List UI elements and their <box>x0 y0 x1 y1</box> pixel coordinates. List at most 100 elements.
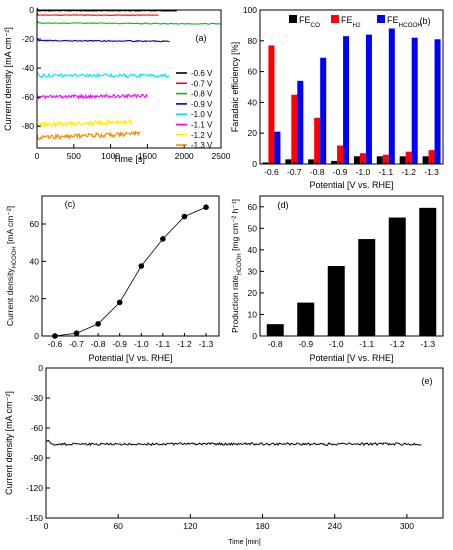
y-tick-label: -120 <box>26 483 43 493</box>
data-point <box>138 263 145 269</box>
bar <box>308 159 315 164</box>
legend-label: -0.6 V <box>191 69 213 78</box>
legend-label: -1.1 V <box>191 121 213 130</box>
legend-label: FEH2 <box>341 15 361 29</box>
legend-label: FECO <box>299 15 320 29</box>
y-tick-label: 80 <box>248 36 258 46</box>
bar <box>419 207 437 336</box>
bar <box>388 28 395 165</box>
x-tick-label: 500 <box>67 151 81 161</box>
x-axis-label: Potential [V vs. RHE] <box>309 353 393 363</box>
plot-frame <box>259 9 444 165</box>
x-tick-label: -1.0 <box>134 339 149 349</box>
x-tick-label: -1.2 <box>390 339 405 349</box>
panel-d: 0 10 20 30 40 50 60 -0.8 -0.9 -1.0 -1.1 -1.2 -1.3 Pot… <box>230 195 444 363</box>
bar <box>327 266 345 336</box>
panel-c: 0 20 40 60 -0.6 -0.7 -0.8 -0.9 -1.0 -1.1 -1.2 -1.3 P… <box>5 195 220 363</box>
x-tick-label: -1.1 <box>378 167 393 177</box>
bar <box>411 37 418 164</box>
x-tick-label: -0.9 <box>298 339 313 349</box>
y-tick-label: 40 <box>30 256 40 266</box>
bar <box>274 131 281 164</box>
x-tick-label: -1.0 <box>329 339 344 349</box>
y-tick-label: 0 <box>252 331 257 341</box>
bar <box>285 159 292 164</box>
x-tick-label: -0.7 <box>287 167 302 177</box>
y-axis-label: Production rateHCOOH [mg cm⁻² h⁻¹] <box>230 199 243 333</box>
legend-label: -1.2 V <box>191 131 213 140</box>
y-tick-label: -90 <box>31 453 44 463</box>
y-tick-label: 60 <box>248 67 258 77</box>
x-tick-label: -0.8 <box>310 167 325 177</box>
legend-label: -0.8 V <box>191 90 213 99</box>
x-tick-label: 2500 <box>212 151 231 161</box>
bar <box>331 160 338 164</box>
y-tick-label: 60 <box>30 219 40 229</box>
x-tick-label: -1.2 <box>177 339 192 349</box>
plot-frame <box>41 195 220 337</box>
x-tick-label: 0 <box>44 521 49 531</box>
bar <box>268 45 275 164</box>
x-axis-label: Potential [V vs. RHE] <box>309 180 393 190</box>
y-tick-label: 20 <box>30 294 40 304</box>
x-tick-label: -0.9 <box>333 167 348 177</box>
bar <box>405 151 412 164</box>
bar <box>266 324 284 336</box>
data-point <box>73 330 80 337</box>
x-tick-label: -1.1 <box>156 339 171 349</box>
series-line <box>36 118 134 129</box>
series-line <box>36 12 159 16</box>
x-tick-label: -1.2 <box>401 167 416 177</box>
y-tick-label: 40 <box>248 97 258 107</box>
y-tick-label: 30 <box>248 266 258 276</box>
x-tick-label: -0.9 <box>112 339 127 349</box>
plot-frame <box>259 195 444 337</box>
bar <box>353 156 360 164</box>
y-tick-label: 20 <box>248 128 258 138</box>
y-tick-label: -80 <box>22 121 35 131</box>
x-tick-label: 60 <box>113 521 123 531</box>
bar <box>388 217 406 336</box>
bar <box>343 36 350 164</box>
legend-swatch <box>331 15 339 23</box>
panel-label: (e) <box>422 376 433 386</box>
legend-label: -1.3 V <box>191 141 213 150</box>
data-point <box>160 236 166 242</box>
x-tick-label: -1.3 <box>420 339 435 349</box>
panel-a: 0 500 1000 1500 2000 2500 0 -20 -40 -60 -80 Time [s… <box>3 5 231 164</box>
bar <box>297 302 315 336</box>
panel-b: 0 20 40 60 80 100 -0.6 -0.7 -0.8 -0.9 -1.0 -1.1 -1.2… <box>230 5 444 190</box>
bar <box>291 94 298 164</box>
y-tick-label: 50 <box>248 223 258 233</box>
data-point <box>203 204 209 210</box>
panel-label: (b) <box>420 16 431 26</box>
y-tick-label: 10 <box>248 309 258 319</box>
x-tick-label: -0.8 <box>268 339 283 349</box>
x-tick-label: -0.7 <box>69 339 84 349</box>
y-tick-label: 0 <box>252 159 257 169</box>
y-axis-label: Current density [mA cm⁻²] <box>3 27 13 131</box>
series-line <box>36 130 141 141</box>
bar <box>297 80 304 164</box>
legend-label: -0.9 V <box>191 100 213 109</box>
y-axis-label: Current densityHCOOH [mA cm⁻²] <box>5 206 18 326</box>
y-tick-label: -40 <box>22 63 35 73</box>
legend-label: -1.0 V <box>191 110 213 119</box>
series-line <box>36 20 222 25</box>
y-tick-label: 40 <box>248 245 258 255</box>
bar <box>422 156 429 164</box>
legend-label: FEHCOOH <box>387 15 422 29</box>
bar <box>376 156 383 164</box>
x-tick-label: -1.3 <box>424 167 439 177</box>
x-tick-label: -0.6 <box>264 167 279 177</box>
y-axis-label: Faradaic efficiency [%] <box>230 42 240 132</box>
x-axis-label: Time [min] <box>228 539 260 546</box>
x-axis-label: Potential [V vs. RHE] <box>88 353 172 363</box>
x-tick-label: 1000 <box>101 151 120 161</box>
y-tick-label: -30 <box>31 393 44 403</box>
panel-label: (a) <box>196 33 207 43</box>
y-tick-label: -60 <box>31 423 44 433</box>
y-tick-label: -150 <box>26 513 43 523</box>
bar <box>428 150 435 164</box>
